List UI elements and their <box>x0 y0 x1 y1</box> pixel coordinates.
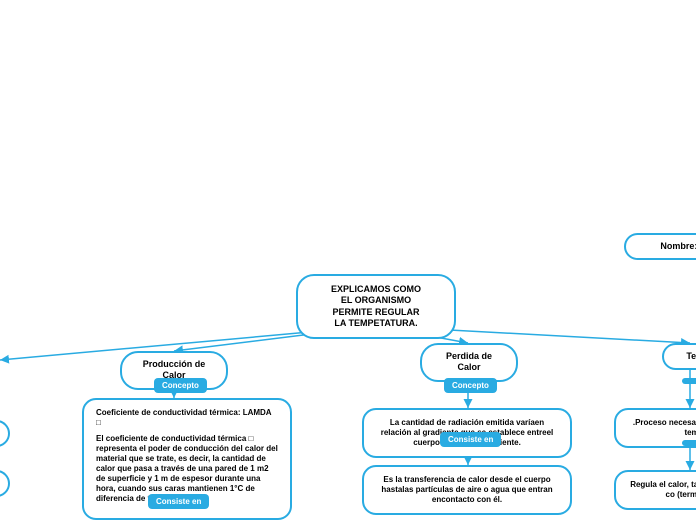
label-term_label2 <box>682 440 696 446</box>
label-term_label <box>682 378 696 384</box>
node-term: Term <box>662 343 696 370</box>
label-perd_concepto: Concepto <box>444 378 497 393</box>
label-perd_consiste: Consiste en <box>440 432 501 447</box>
node-perd_body2: Es la transferencia de calor desde el cu… <box>362 465 572 515</box>
node-perd: Perdida de Calor <box>420 343 518 382</box>
node-term_body2: Regula el calor, ta (termogénesis) co (t… <box>614 470 696 510</box>
node-author: Nombre: Alan V <box>624 233 696 260</box>
node-main: EXPLICAMOS COMOEL ORGANISMOPERMITE REGUL… <box>296 274 456 339</box>
label-prod_concepto: Concepto <box>154 378 207 393</box>
label-prod_consiste: Consiste en <box>148 494 209 509</box>
node-left_cut2: . <box>0 470 10 497</box>
node-left_cut: s, <box>0 420 10 447</box>
